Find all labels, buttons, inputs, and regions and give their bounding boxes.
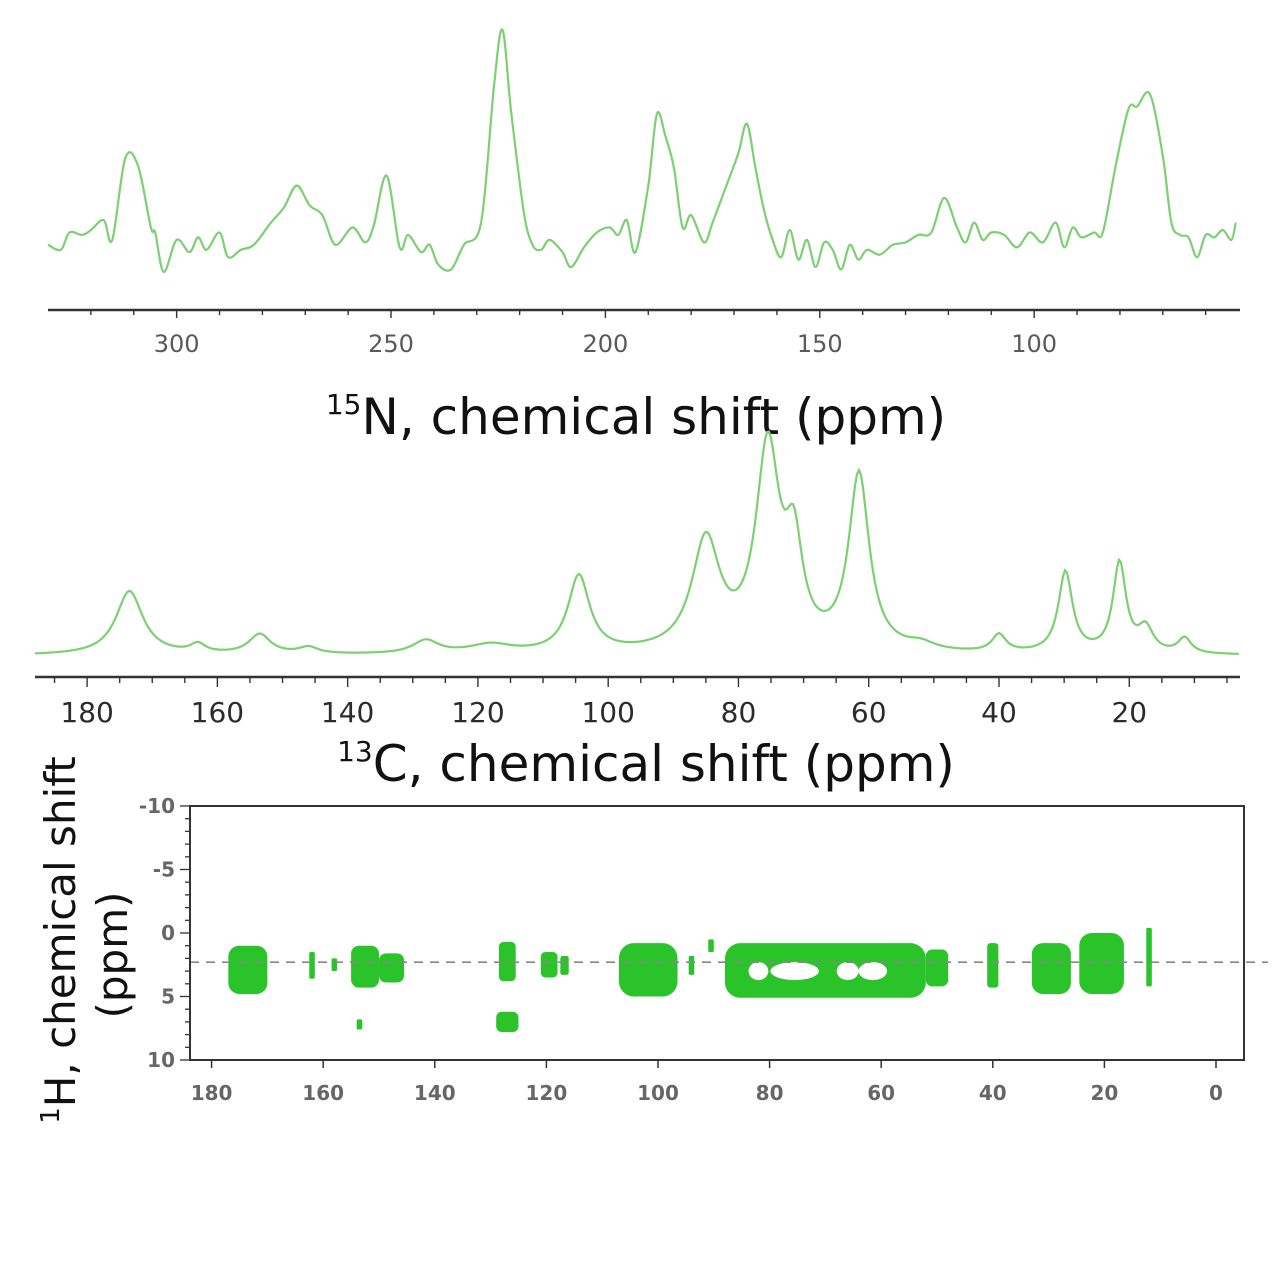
cross-peak-contours <box>228 927 1152 1033</box>
correlation-plot-frame <box>189 805 1245 1061</box>
cross-peak <box>1079 933 1124 994</box>
cross-peak <box>498 941 516 982</box>
correlation-x-tick-label: 60 <box>867 1081 895 1105</box>
cross-peak <box>309 952 315 979</box>
cross-peak <box>540 952 558 978</box>
c13-tick-label: 120 <box>451 696 504 729</box>
cross-peak <box>356 1019 363 1030</box>
n15-tick-label: 100 <box>1011 330 1057 358</box>
c13-tick-label: 80 <box>721 696 757 729</box>
c13-x-ticks: 180 160 140 120 100 80 60 40 20 <box>53 677 1228 729</box>
n15-tick-label: 300 <box>154 330 200 358</box>
contour-hole <box>770 962 819 981</box>
correlation-x-tick-label: 120 <box>526 1081 568 1105</box>
cross-peak <box>1146 927 1152 987</box>
c13-spectrum-line <box>35 430 1239 655</box>
n15-spectrum-line <box>47 28 1237 274</box>
cross-peak <box>618 943 678 997</box>
h1-y-axis-unit: (ppm) <box>88 891 137 1018</box>
n15-tick-label: 200 <box>583 330 629 358</box>
c13-tick-label: 140 <box>321 696 374 729</box>
cross-peak <box>688 955 695 975</box>
c13-x-axis-title: 13C, chemical shift (ppm) <box>337 735 955 793</box>
c13-tick-label: 60 <box>851 696 887 729</box>
correlation-y-tick-label: 10 <box>147 1048 175 1072</box>
cross-peak <box>560 955 569 975</box>
cross-peak <box>925 949 949 987</box>
contour-hole <box>858 962 888 981</box>
correlation-y-tick-label: 5 <box>161 985 175 1009</box>
correlation-x-tick-label: 180 <box>191 1081 233 1105</box>
correlation-x-tick-label: 160 <box>302 1081 344 1105</box>
correlation-x-tick-label: 20 <box>1090 1081 1118 1105</box>
correlation-x-tick-label: 140 <box>414 1081 456 1105</box>
c13-tick-label: 100 <box>581 696 634 729</box>
correlation-x-tick-label: 0 <box>1209 1081 1223 1105</box>
c13-spectrum-panel: 180 160 140 120 100 80 60 40 20 13C, chemical sh… <box>35 430 1240 793</box>
cross-peak <box>1031 943 1071 994</box>
correlation-x-tick-label: 80 <box>756 1081 784 1105</box>
n15-spectrum-panel: 300 250 200 150 100 15N, chemical shift (ppm… <box>47 28 1240 446</box>
cross-peak <box>378 953 405 983</box>
contour-hole <box>748 962 769 981</box>
cross-peak <box>228 945 268 994</box>
c13-tick-label: 20 <box>1111 696 1147 729</box>
correlation-x-tick-label: 100 <box>637 1081 679 1105</box>
n15-tick-label: 150 <box>797 330 843 358</box>
c13-tick-label: 180 <box>60 696 113 729</box>
contour-hole <box>836 962 859 981</box>
h1-c13-correlation-panel: 180 160 140 120 100 80 60 40 20 0 -10 -5 0 5 10 1H, ch… <box>36 756 1268 1124</box>
h1-y-axis-title: 1H, chemical shift <box>36 756 85 1124</box>
correlation-axis-ticks: 180 160 140 120 100 80 60 40 20 0 -10 -5 0 5 10 <box>139 794 1223 1105</box>
cross-peak <box>351 945 379 988</box>
cross-peak <box>724 943 926 998</box>
correlation-y-tick-label: -5 <box>153 858 175 882</box>
correlation-y-tick-label: 0 <box>161 921 175 945</box>
n15-tick-label: 250 <box>368 330 414 358</box>
c13-tick-label: 160 <box>191 696 244 729</box>
n15-x-ticks: 300 250 200 150 100 <box>90 310 1207 358</box>
cross-peak <box>708 939 714 953</box>
correlation-y-tick-label: -10 <box>139 794 175 818</box>
cross-peak <box>496 1011 519 1033</box>
n15-x-axis-title: 15N, chemical shift (ppm) <box>326 388 946 446</box>
c13-tick-label: 40 <box>981 696 1017 729</box>
correlation-x-tick-label: 40 <box>979 1081 1007 1105</box>
cross-peak <box>987 943 999 988</box>
cross-peak <box>331 958 338 972</box>
